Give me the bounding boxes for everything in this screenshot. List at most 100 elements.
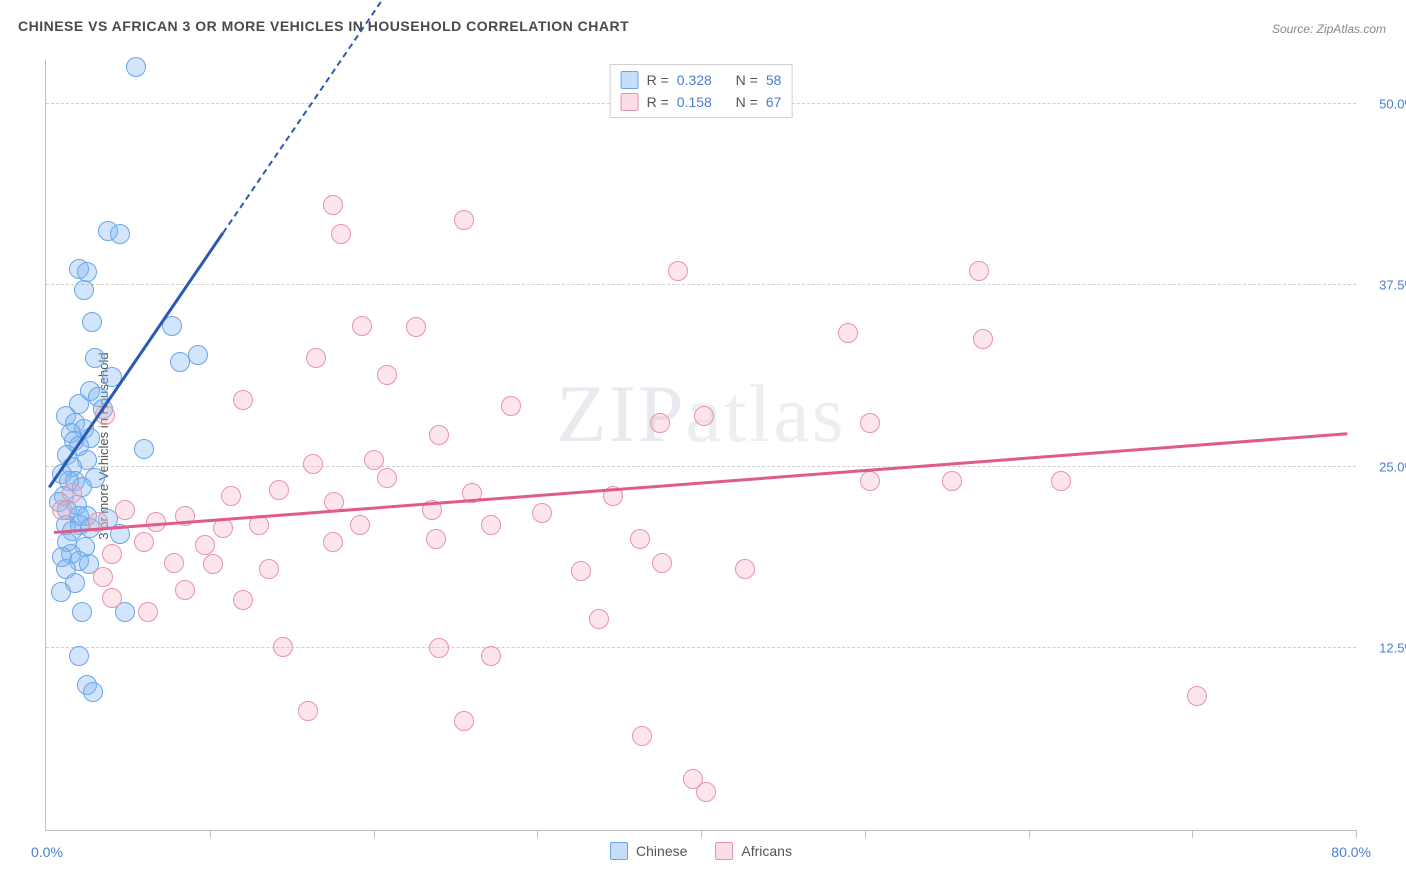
- data-point: [102, 544, 122, 564]
- data-point: [134, 439, 154, 459]
- data-point: [429, 638, 449, 658]
- data-point: [429, 425, 449, 445]
- data-point: [589, 609, 609, 629]
- data-point: [406, 317, 426, 337]
- data-point: [195, 535, 215, 555]
- data-point: [352, 316, 372, 336]
- swatch-blue: [621, 71, 639, 89]
- data-point: [1051, 471, 1071, 491]
- regression-line: [54, 432, 1348, 533]
- data-point: [632, 726, 652, 746]
- data-point: [175, 580, 195, 600]
- data-point: [694, 406, 714, 426]
- data-point: [571, 561, 591, 581]
- x-tick: [1192, 830, 1193, 838]
- data-point: [973, 329, 993, 349]
- data-point: [735, 559, 755, 579]
- data-point: [221, 486, 241, 506]
- data-point: [74, 280, 94, 300]
- data-point: [652, 553, 672, 573]
- data-point: [233, 590, 253, 610]
- regression-line-dashed: [222, 0, 387, 234]
- chart-title: CHINESE VS AFRICAN 3 OR MORE VEHICLES IN…: [18, 18, 629, 34]
- data-point: [1187, 686, 1207, 706]
- data-point: [233, 390, 253, 410]
- data-point: [85, 348, 105, 368]
- data-point: [134, 532, 154, 552]
- data-point: [52, 500, 72, 520]
- data-point: [426, 529, 446, 549]
- legend-item-chinese: Chinese: [610, 842, 687, 860]
- swatch-blue-icon: [610, 842, 628, 860]
- gridline-h: [46, 284, 1356, 285]
- data-point: [501, 396, 521, 416]
- x-tick: [374, 830, 375, 838]
- data-point: [51, 582, 71, 602]
- data-point: [203, 554, 223, 574]
- x-tick: [1029, 830, 1030, 838]
- x-tick: [537, 830, 538, 838]
- data-point: [188, 345, 208, 365]
- data-point: [668, 261, 688, 281]
- data-point: [273, 637, 293, 657]
- data-point: [350, 515, 370, 535]
- data-point: [454, 711, 474, 731]
- x-axis-max-label: 80.0%: [1331, 844, 1371, 860]
- data-point: [269, 480, 289, 500]
- data-point: [93, 567, 113, 587]
- data-point: [377, 468, 397, 488]
- y-tick-label: 12.5%: [1379, 641, 1406, 656]
- data-point: [331, 224, 351, 244]
- x-tick: [701, 830, 702, 838]
- data-point: [696, 782, 716, 802]
- data-point: [138, 602, 158, 622]
- data-point: [72, 602, 92, 622]
- source-citation: Source: ZipAtlas.com: [1272, 22, 1386, 36]
- chart-container: CHINESE VS AFRICAN 3 OR MORE VEHICLES IN…: [0, 0, 1406, 892]
- legend-row-chinese: R = 0.328 N = 58: [621, 69, 782, 91]
- data-point: [83, 682, 103, 702]
- data-point: [323, 532, 343, 552]
- data-point: [860, 471, 880, 491]
- data-point: [364, 450, 384, 470]
- x-tick: [210, 830, 211, 838]
- data-point: [115, 500, 135, 520]
- data-point: [650, 413, 670, 433]
- data-point: [306, 348, 326, 368]
- legend-row-africans: R = 0.158 N = 67: [621, 91, 782, 113]
- data-point: [969, 261, 989, 281]
- x-tick: [1356, 830, 1357, 838]
- y-tick-label: 50.0%: [1379, 96, 1406, 111]
- data-point: [102, 588, 122, 608]
- data-point: [298, 701, 318, 721]
- data-point: [454, 210, 474, 230]
- data-point: [481, 646, 501, 666]
- data-point: [323, 195, 343, 215]
- data-point: [303, 454, 323, 474]
- gridline-h: [46, 466, 1356, 467]
- data-point: [481, 515, 501, 535]
- data-point: [942, 471, 962, 491]
- series-legend: Chinese Africans: [610, 842, 792, 860]
- data-point: [259, 559, 279, 579]
- data-point: [170, 352, 190, 372]
- swatch-pink-icon: [715, 842, 733, 860]
- data-point: [82, 312, 102, 332]
- y-tick-label: 37.5%: [1379, 278, 1406, 293]
- correlation-legend: R = 0.328 N = 58 R = 0.158 N = 67: [610, 64, 793, 118]
- data-point: [164, 553, 184, 573]
- data-point: [630, 529, 650, 549]
- data-point: [860, 413, 880, 433]
- chart-plot-area: ZIPatlas R = 0.328 N = 58 R = 0.158 N = …: [45, 60, 1356, 831]
- data-point: [110, 224, 130, 244]
- legend-item-africans: Africans: [715, 842, 792, 860]
- data-point: [69, 646, 89, 666]
- data-point: [838, 323, 858, 343]
- x-axis-min-label: 0.0%: [31, 844, 63, 860]
- y-tick-label: 25.0%: [1379, 459, 1406, 474]
- data-point: [126, 57, 146, 77]
- data-point: [532, 503, 552, 523]
- gridline-h: [46, 647, 1356, 648]
- swatch-pink: [621, 93, 639, 111]
- data-point: [62, 483, 82, 503]
